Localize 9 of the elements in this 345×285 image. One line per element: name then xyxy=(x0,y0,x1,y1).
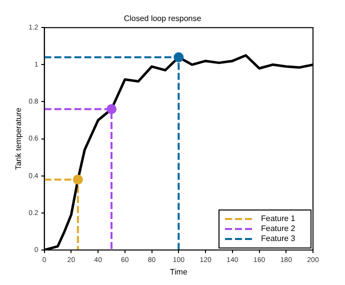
point xyxy=(72,174,83,185)
chart-title: Closed loop response xyxy=(124,14,202,24)
y-axis-title: Tank temperature xyxy=(14,107,24,170)
legend-label: Feature 2 xyxy=(261,224,296,234)
point xyxy=(106,104,116,114)
legend-label: Feature 1 xyxy=(261,214,296,224)
x-axis-title: Time xyxy=(170,267,188,276)
point xyxy=(174,52,184,62)
legend-label: Feature 3 xyxy=(261,234,296,244)
